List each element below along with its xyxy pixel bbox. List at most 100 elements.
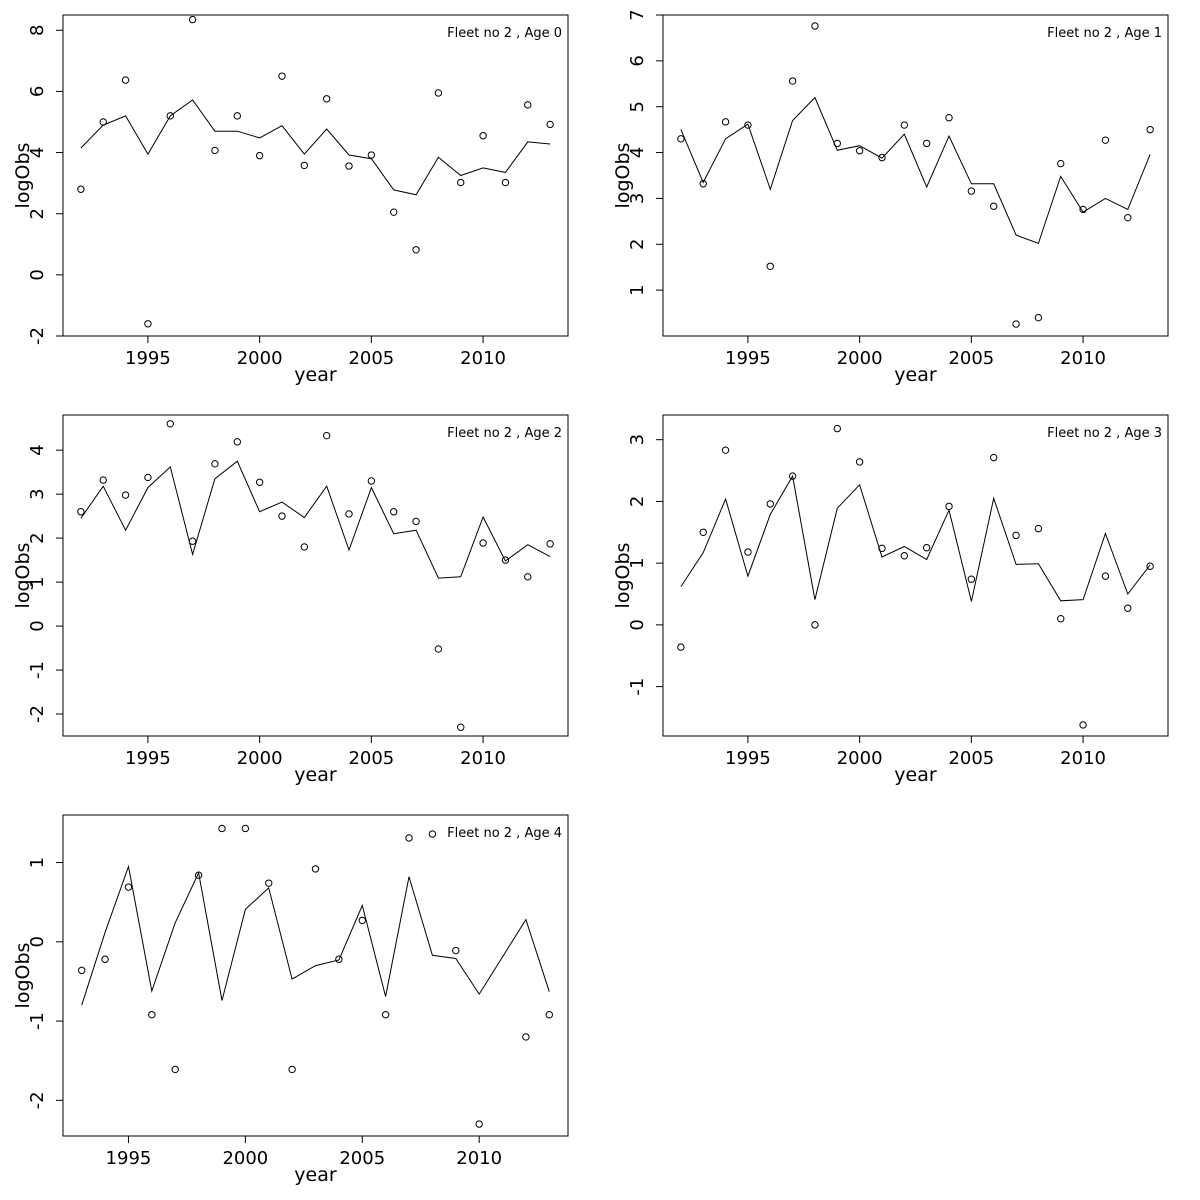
x-tick-label: 2000	[837, 348, 883, 369]
x-axis-label: year	[294, 364, 337, 386]
observation-point	[211, 460, 219, 468]
observation-point	[788, 77, 797, 85]
plot-frame	[62, 14, 569, 337]
x-tick-label: 2000	[222, 1148, 268, 1169]
x-axis-label: year	[294, 764, 337, 786]
observation-point	[278, 512, 286, 520]
observation-point	[412, 246, 420, 254]
observation-point	[148, 1011, 156, 1019]
x-tick-label: 1995	[125, 748, 171, 769]
panel-1: 1995 2000 2005 2010 year 1 2 3 4 5 6 7 logObs Fleet n…	[612, 9, 1169, 386]
observation-point	[188, 15, 197, 24]
observation-point	[1034, 313, 1043, 322]
observation-point	[381, 1011, 390, 1019]
y-tick-label: 8	[27, 25, 48, 36]
observation-point	[699, 180, 707, 188]
observation-point	[121, 491, 130, 499]
observation-point	[218, 824, 226, 833]
observation-point	[546, 540, 554, 548]
x-tick-label: 2000	[837, 748, 883, 769]
x-tick-label: 2005	[948, 348, 994, 369]
observation-point	[335, 955, 343, 963]
panel-title: Fleet no 2 , Age 0	[447, 26, 562, 41]
observation-point	[144, 320, 152, 328]
observation-point	[1146, 125, 1154, 134]
x-tick-label: 2010	[1060, 748, 1106, 769]
y-tick-label: -1	[627, 678, 648, 696]
y-axis-label: logObs	[12, 943, 34, 1009]
observation-point	[475, 1120, 483, 1128]
observation-point	[833, 424, 841, 433]
observation-point	[255, 478, 264, 486]
observation-point	[1124, 213, 1132, 222]
observation-point	[457, 723, 465, 731]
y-tick-label: 3	[627, 193, 648, 204]
observation-point	[124, 883, 133, 891]
plot-frame	[662, 14, 1169, 337]
fitted-line	[81, 864, 550, 1006]
x-tick-label: 1995	[725, 348, 771, 369]
observation-point	[1012, 531, 1020, 540]
y-tick-label: -2	[27, 1091, 48, 1109]
observation-point	[322, 431, 331, 440]
observation-point	[311, 865, 320, 873]
x-tick-label: 1995	[125, 348, 171, 369]
observation-point	[288, 1065, 296, 1074]
observation-point	[990, 202, 998, 210]
x-tick-label: 2000	[237, 348, 283, 369]
x-axis-label: year	[894, 364, 937, 386]
observation-point	[900, 121, 909, 129]
observation-point	[241, 824, 250, 833]
observation-point	[878, 544, 886, 553]
observation-point	[744, 548, 752, 556]
observation-point	[524, 573, 532, 581]
y-tick-label: -2	[27, 327, 48, 345]
observation-point	[166, 112, 174, 120]
x-tick-label: 2010	[456, 1148, 502, 1169]
observation-point	[265, 879, 273, 887]
x-tick-label: 2010	[1060, 348, 1106, 369]
observation-point	[300, 161, 309, 170]
observation-point	[811, 621, 819, 629]
observation-point	[390, 208, 398, 216]
x-tick-label: 2010	[460, 348, 506, 369]
x-axis-label: year	[894, 764, 937, 786]
y-tick-label: 1	[27, 857, 48, 868]
observation-point	[967, 187, 976, 195]
observation-point	[1012, 320, 1020, 328]
x-tick-label: 1995	[725, 748, 771, 769]
panel-3: 1995 2000 2005 2010 year -1 0 1 2 3 logObs Fleet no…	[612, 414, 1169, 786]
observation-point	[721, 118, 730, 126]
x-tick-label: 2005	[948, 748, 994, 769]
observation-point	[744, 121, 752, 129]
observation-point	[345, 510, 353, 518]
fitted-line	[80, 460, 551, 579]
x-tick-label: 2005	[339, 1148, 385, 1169]
observation-point	[878, 153, 886, 162]
y-tick-label: 7	[627, 9, 648, 20]
observation-point	[101, 955, 109, 963]
observation-point	[479, 132, 487, 140]
y-tick-label: -1	[27, 661, 48, 679]
y-tick-label: 6	[627, 55, 648, 66]
panel-4: 1995 2000 2005 2010 year -2 -1 0 1 logObs Fleet no…	[12, 814, 569, 1186]
observation-point	[457, 178, 465, 187]
panel-title: Fleet no 2 , Age 3	[1047, 426, 1162, 441]
observation-point	[677, 643, 685, 651]
y-tick-label: 1	[27, 576, 48, 587]
panel-title: Fleet no 2 , Age 4	[447, 826, 562, 841]
observation-point	[322, 95, 331, 103]
observation-point	[855, 458, 864, 466]
y-axis-label: logObs	[12, 543, 34, 609]
observation-point	[1079, 721, 1087, 729]
observation-point	[546, 120, 554, 129]
x-tick-label: 1995	[106, 1148, 152, 1169]
panel-title: Fleet no 2 , Age 1	[1047, 26, 1162, 41]
y-tick-label: 2	[27, 208, 48, 219]
y-tick-label: 4	[27, 444, 48, 455]
observation-point	[766, 500, 774, 508]
observation-point	[479, 539, 487, 547]
observation-point	[428, 830, 437, 838]
observation-point	[990, 453, 998, 462]
y-tick-label: -2	[27, 705, 48, 723]
